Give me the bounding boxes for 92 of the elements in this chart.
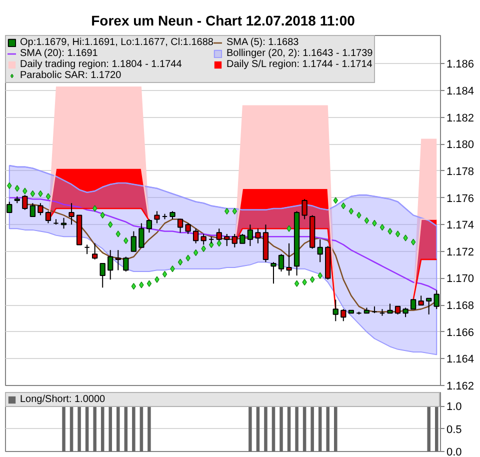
point: [178, 258, 183, 266]
candlestick: [108, 250, 114, 280]
legend-label: SMA (20): 1.1691: [20, 48, 98, 59]
y-tick-label: 1.164: [446, 354, 474, 366]
candlestick: [240, 233, 246, 244]
candlestick: [123, 256, 129, 272]
y-tick-label: 1.184: [446, 85, 474, 98]
candlestick: [232, 233, 238, 248]
point: [146, 280, 152, 287]
point: [14, 185, 20, 192]
candlestick: [332, 299, 338, 322]
candlestick: [6, 201, 12, 214]
candlestick: [100, 262, 106, 288]
candlestick: [22, 194, 28, 210]
candlestick: [146, 218, 152, 234]
point: [186, 254, 190, 262]
candlestick: [247, 224, 254, 247]
candlestick: [410, 299, 416, 310]
candlestick: [177, 218, 184, 234]
point: [154, 276, 160, 283]
line-series: [8, 164, 438, 227]
y-tick-label: 1.180: [446, 139, 474, 152]
point: [46, 193, 51, 200]
point: [348, 208, 354, 215]
point: [286, 225, 292, 232]
point: [22, 188, 28, 194]
point: [410, 238, 416, 246]
y-tick-label: 1.186: [446, 58, 474, 71]
candlestick: [418, 295, 424, 306]
candlestick: [130, 230, 136, 252]
point: [294, 280, 300, 287]
candlestick: [138, 222, 144, 248]
point: [92, 205, 98, 212]
candlestick: [286, 242, 292, 276]
y-tick-label: 1.170: [446, 273, 474, 286]
legend-label: Op:1.1679, Hi:1.1691, Lo:1.1677, Cl:1.1688: [20, 37, 214, 48]
point: [333, 197, 338, 204]
candlestick: [68, 202, 74, 226]
candlestick: [115, 250, 121, 271]
legend-label: Parabolic SAR: 1.1720: [20, 70, 122, 81]
legend-label: SMA (5): 1.1683: [226, 37, 299, 48]
candlestick: [402, 307, 408, 318]
y-tick-label: 1.178: [446, 166, 474, 178]
candlestick: [426, 298, 432, 315]
point: [131, 282, 136, 290]
candlestick: [224, 233, 230, 247]
candlestick: [45, 210, 52, 224]
y-tick-label: 1.172: [446, 246, 474, 258]
candlestick: [154, 210, 160, 224]
point: [116, 230, 120, 238]
candlestick: [302, 198, 308, 220]
legend-label: Long/Short: 1.0000: [20, 394, 106, 405]
y-tick-label: 1.166: [446, 326, 474, 339]
legend-label: Bollinger (20, 2): 1.1643 - 1.1739: [226, 48, 373, 59]
y-tick-label: 1.162: [446, 380, 474, 392]
candlestick: [387, 303, 393, 314]
point: [395, 230, 400, 238]
candlestick: [317, 238, 323, 263]
y-tick-label: 0.0: [446, 446, 462, 457]
candlestick: [185, 222, 191, 234]
candlestick: [278, 254, 284, 272]
candlestick: [434, 290, 440, 310]
candlestick: [92, 242, 98, 260]
candlestick: [192, 228, 199, 244]
point: [380, 224, 385, 231]
candlestick: [38, 202, 44, 216]
point: [318, 272, 322, 279]
point: [108, 221, 113, 228]
legend-label: Daily trading region: 1.1804 - 1.1744: [20, 59, 182, 70]
candlestick: [84, 244, 90, 255]
candlestick: [30, 202, 36, 218]
chart-title: Forex um Neun - Chart 12.07.2018 11:00: [91, 12, 356, 28]
candlestick: [200, 233, 206, 246]
y-tick-label: 1.168: [446, 300, 474, 312]
candlestick: [60, 217, 67, 230]
candlestick: [340, 308, 346, 322]
y-tick-label: 0.5: [446, 424, 462, 436]
point: [216, 240, 222, 247]
y-tick-label: 1.182: [446, 112, 474, 124]
candlestick: [270, 262, 276, 284]
y-tick-label: 1.174: [446, 220, 474, 232]
point: [162, 270, 168, 278]
legend-label: Daily S/L region: 1.1744 - 1.1714: [226, 59, 372, 70]
point: [139, 282, 144, 288]
y-tick-label: 1.176: [446, 192, 474, 205]
point: [30, 190, 36, 198]
point: [310, 276, 315, 283]
point: [364, 217, 370, 224]
candlestick: [255, 228, 261, 244]
point: [403, 234, 408, 242]
point: [193, 249, 198, 256]
y-tick-label: 1.0: [446, 401, 462, 414]
